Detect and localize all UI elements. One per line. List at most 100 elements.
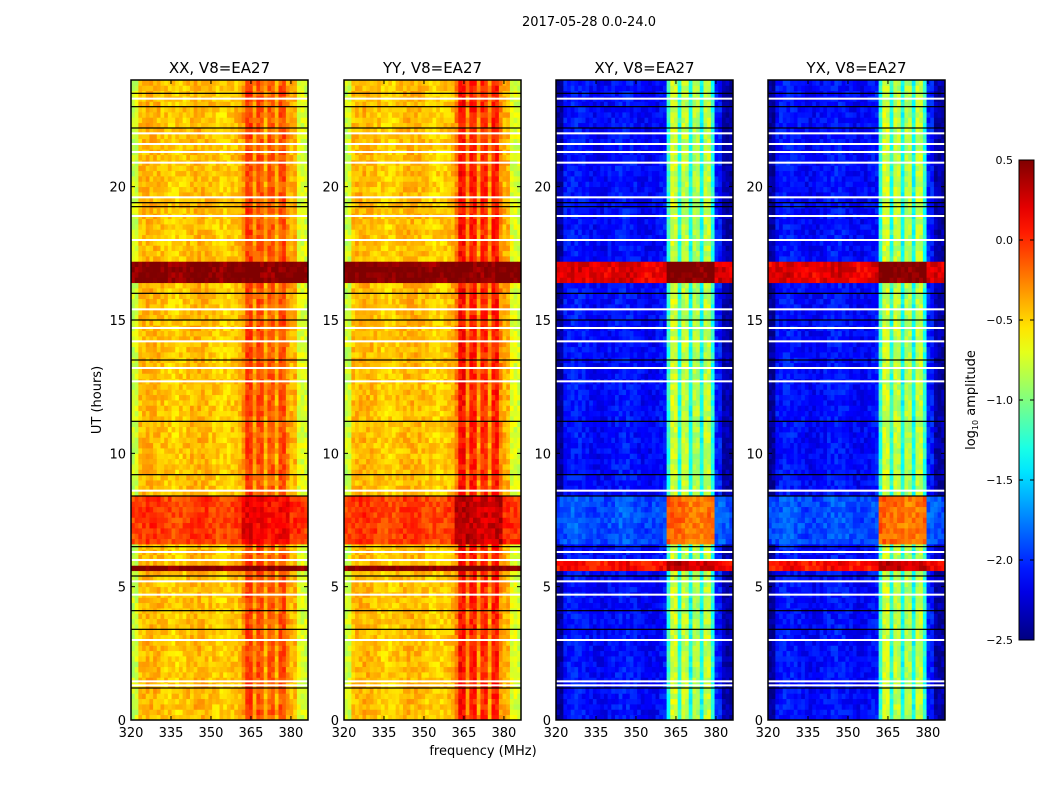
heatmap-cell: [186, 155, 190, 161]
heatmap-cell: [271, 475, 275, 481]
heatmap-cell: [186, 704, 190, 710]
heatmap-cell: [186, 496, 190, 502]
heatmap-cell: [205, 80, 209, 86]
heatmap-cell: [186, 603, 190, 609]
heatmap-cell: [135, 277, 139, 283]
heatmap-cell: [183, 203, 187, 209]
heatmap-cell: [260, 704, 264, 710]
heatmap-cell: [267, 603, 271, 609]
heatmap-cell: [264, 272, 268, 278]
heatmap-cell: [253, 597, 257, 603]
heatmap-cell: [205, 629, 209, 635]
heatmap-cell: [275, 496, 279, 502]
heatmap-cell: [164, 203, 168, 209]
heatmap-cell: [260, 331, 264, 337]
heatmap-cell: [234, 224, 238, 230]
heatmap-cell: [242, 517, 246, 523]
heatmap-cell: [245, 224, 249, 230]
heatmap-cell: [179, 523, 183, 529]
heatmap-cell: [201, 165, 205, 171]
heatmap-cell: [194, 448, 198, 454]
heatmap-cell: [227, 331, 231, 337]
heatmap-cell: [175, 709, 179, 715]
heatmap-cell: [168, 272, 172, 278]
heatmap-cell: [220, 517, 224, 523]
heatmap-cell: [201, 459, 205, 465]
heatmap-cell: [267, 283, 271, 289]
heatmap-cell: [194, 165, 198, 171]
heatmap-cell: [146, 453, 150, 459]
heatmap-cell: [275, 464, 279, 470]
heatmap-cell: [161, 405, 165, 411]
heatmap-cell: [175, 256, 179, 262]
heatmap-cell: [249, 187, 253, 193]
heatmap-cell: [190, 347, 194, 353]
heatmap-cell: [256, 533, 260, 539]
heatmap-cell: [197, 539, 201, 545]
heatmap-cell: [183, 299, 187, 305]
heatmap-cell: [168, 251, 172, 257]
heatmap-cell: [172, 85, 176, 91]
heatmap-cell: [205, 203, 209, 209]
heatmap-cell: [220, 443, 224, 449]
heatmap-cell: [149, 512, 153, 518]
heatmap-cell: [142, 203, 146, 209]
heatmap-cell: [208, 651, 212, 657]
heatmap-cell: [227, 699, 231, 705]
heatmap-cell: [245, 299, 249, 305]
heatmap-cell: [220, 699, 224, 705]
heatmap-cell: [142, 565, 146, 571]
heatmap-cell: [242, 155, 246, 161]
heatmap-cell: [149, 597, 153, 603]
heatmap-cell: [201, 688, 205, 694]
heatmap-cell: [253, 565, 257, 571]
heatmap-cell: [245, 267, 249, 273]
heatmap-cell: [249, 512, 253, 518]
heatmap-cell: [212, 187, 216, 193]
heatmap-cell: [149, 661, 153, 667]
heatmap-cell: [205, 667, 209, 673]
heatmap-cell: [161, 661, 165, 667]
heatmap-cell: [282, 395, 286, 401]
heatmap-cell: [271, 480, 275, 486]
heatmap-cell: [249, 245, 253, 251]
heatmap-cell: [279, 187, 283, 193]
heatmap-cell: [249, 283, 253, 289]
heatmap-cell: [175, 411, 179, 417]
heatmap-cell: [242, 267, 246, 273]
heatmap-cell: [146, 437, 150, 443]
heatmap-cell: [256, 395, 260, 401]
heatmap-cell: [172, 80, 176, 86]
heatmap-cell: [212, 432, 216, 438]
heatmap-cell: [282, 587, 286, 593]
heatmap-cell: [179, 704, 183, 710]
heatmap-cell: [260, 459, 264, 465]
heatmap-cell: [234, 155, 238, 161]
heatmap-cell: [220, 272, 224, 278]
heatmap-cell: [223, 587, 227, 593]
heatmap-cell: [153, 384, 157, 390]
heatmap-cell: [242, 437, 246, 443]
heatmap-cell: [197, 107, 201, 113]
heatmap-cell: [194, 688, 198, 694]
heatmap-cell: [223, 283, 227, 289]
heatmap-cell: [220, 347, 224, 353]
heatmap-cell: [267, 165, 271, 171]
heatmap-cell: [275, 112, 279, 118]
heatmap-cell: [205, 517, 209, 523]
heatmap-cell: [138, 219, 142, 225]
heatmap-cell: [216, 427, 220, 433]
heatmap-cell: [249, 229, 253, 235]
heatmap-cell: [231, 208, 235, 214]
heatmap-cell: [223, 395, 227, 401]
heatmap-cell: [205, 347, 209, 353]
heatmap-cell: [271, 523, 275, 529]
heatmap-cell: [227, 565, 231, 571]
heatmap-cell: [201, 432, 205, 438]
heatmap-cell: [234, 384, 238, 390]
heatmap-cell: [175, 347, 179, 353]
heatmap-cell: [249, 496, 253, 502]
heatmap-cell: [153, 453, 157, 459]
heatmap-cell: [271, 389, 275, 395]
heatmap-cell: [186, 165, 190, 171]
